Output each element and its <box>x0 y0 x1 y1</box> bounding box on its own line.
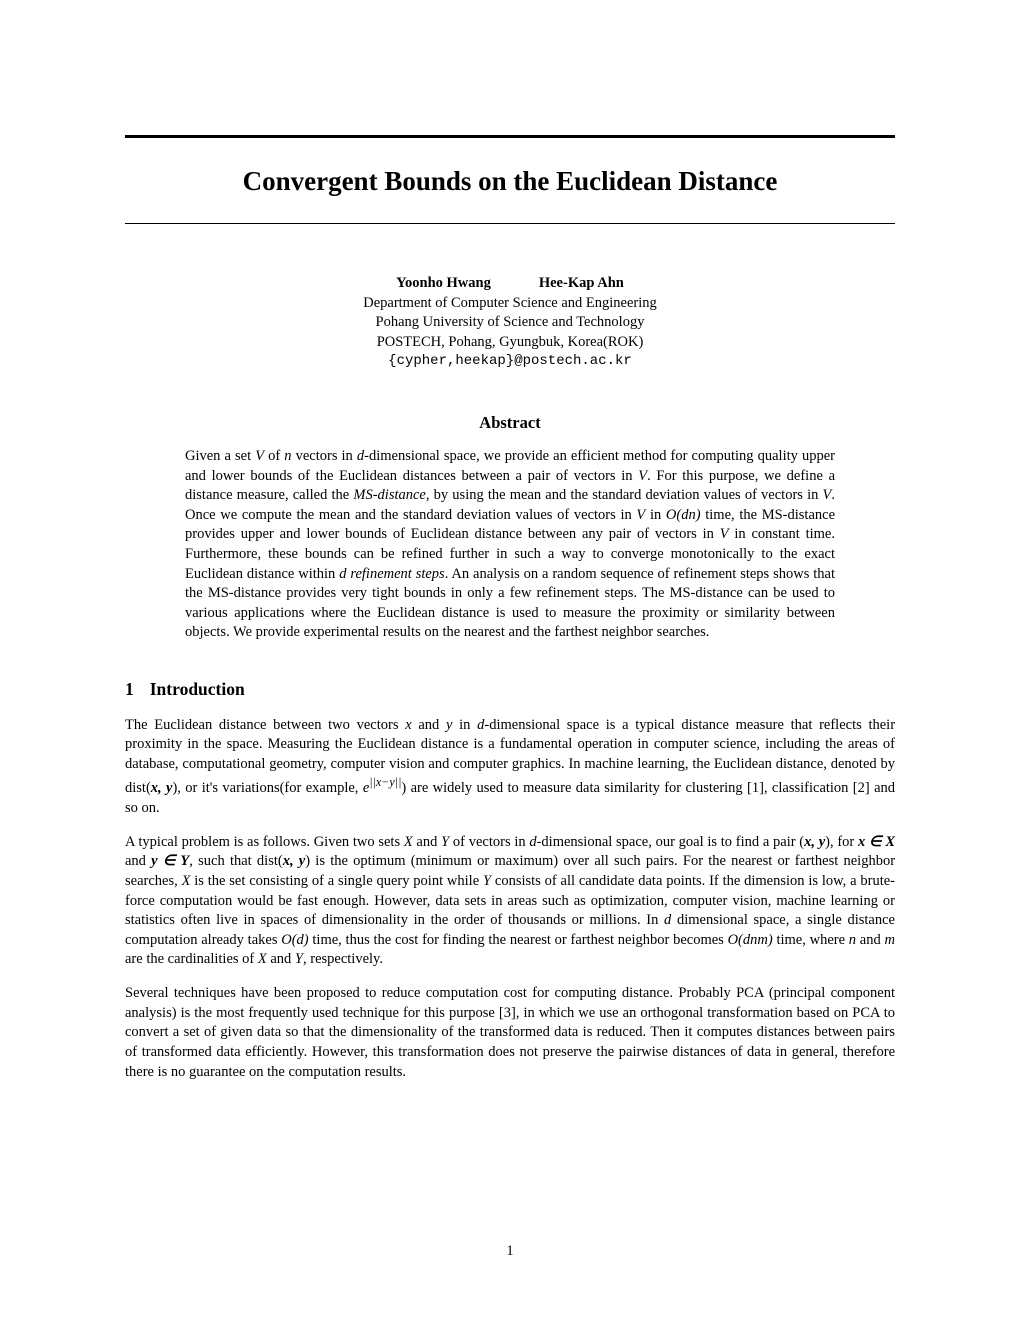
author-1: Yoonho Hwang <box>396 275 491 291</box>
paragraph-2: A typical problem is as follows. Given t… <box>125 833 895 970</box>
paper-title: Convergent Bounds on the Euclidean Dista… <box>125 166 895 197</box>
section-number: 1 <box>125 679 134 700</box>
paper-page: Convergent Bounds on the Euclidean Dista… <box>0 0 1020 1082</box>
section-1-heading: 1 Introduction <box>125 679 895 700</box>
paragraph-1: The Euclidean distance between two vecto… <box>125 716 895 819</box>
abstract-heading: Abstract <box>125 413 895 433</box>
authors-block: Yoonho Hwang Hee-Kap Ahn Department of Co… <box>125 274 895 371</box>
author-email: {cypher,heekap}@postech.ac.kr <box>125 352 895 371</box>
affiliation-line-3: POSTECH, Pohang, Gyungbuk, Korea(ROK) <box>125 333 895 353</box>
affiliation-line-1: Department of Computer Science and Engin… <box>125 294 895 314</box>
affiliation-line-2: Pohang University of Science and Technol… <box>125 313 895 333</box>
section-title: Introduction <box>150 679 245 699</box>
title-underline <box>125 223 895 224</box>
author-names: Yoonho Hwang Hee-Kap Ahn <box>125 274 895 294</box>
abstract-body: Given a set V of n vectors in d-dimensio… <box>185 447 835 643</box>
page-number: 1 <box>0 1243 1020 1260</box>
author-2: Hee-Kap Ahn <box>539 275 624 291</box>
top-rule <box>125 135 895 138</box>
paragraph-3: Several techniques have been proposed to… <box>125 984 895 1082</box>
